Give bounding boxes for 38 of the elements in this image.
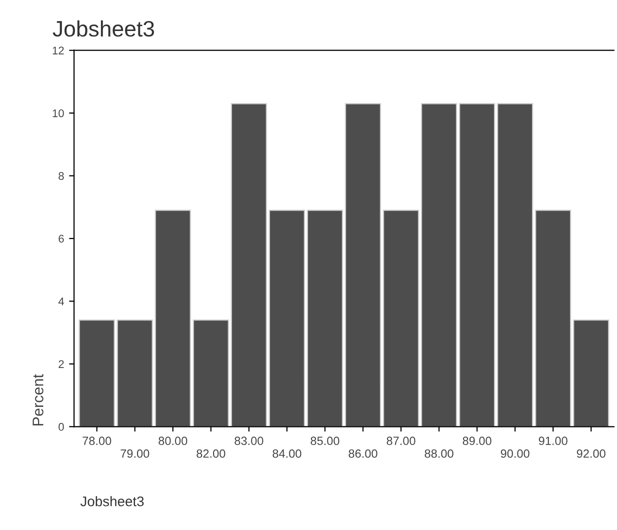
x-tick-label: 89.00 — [462, 436, 492, 446]
y-axis-title: Percent — [32, 374, 44, 426]
x-tick-label: 87.00 — [386, 436, 416, 446]
x-tick-label: 79.00 — [120, 449, 150, 458]
x-tick-label: 91.00 — [538, 436, 568, 446]
bar — [116, 319, 153, 427]
y-tick-label: 8 — [58, 172, 64, 180]
bar — [573, 319, 610, 427]
bar — [230, 103, 267, 427]
x-tick-label: 78.00 — [82, 436, 112, 446]
y-tick-label: 12 — [52, 46, 64, 54]
bar — [459, 103, 496, 427]
x-tick-label: 88.00 — [424, 449, 454, 458]
y-tick-label: 0 — [58, 422, 64, 431]
bar — [78, 319, 115, 427]
bar — [497, 103, 534, 427]
bar — [382, 210, 420, 427]
y-tick-label: 2 — [58, 360, 64, 368]
x-tick-label: 90.00 — [500, 449, 530, 458]
bar — [344, 103, 382, 427]
y-tick-label: 4 — [58, 298, 64, 306]
x-tick-label: 85.00 — [310, 436, 340, 446]
x-tick-label: 82.00 — [196, 449, 226, 458]
bar — [192, 319, 229, 427]
chart-title: Jobsheet3 — [52, 20, 154, 37]
x-tick-label: 92.00 — [576, 449, 606, 458]
bar — [268, 210, 305, 427]
x-tick-label: 83.00 — [234, 436, 264, 446]
x-tick-label: 86.00 — [348, 449, 378, 458]
bar — [306, 210, 344, 427]
bar — [535, 210, 572, 427]
bar — [420, 103, 458, 427]
y-tick-label: 10 — [52, 109, 64, 118]
x-tick-label: 80.00 — [158, 436, 188, 446]
x-tick-label: 84.00 — [272, 449, 302, 458]
y-tick-label: 6 — [58, 234, 64, 243]
bar — [154, 210, 191, 427]
x-axis-title: Jobsheet3 — [80, 496, 144, 506]
